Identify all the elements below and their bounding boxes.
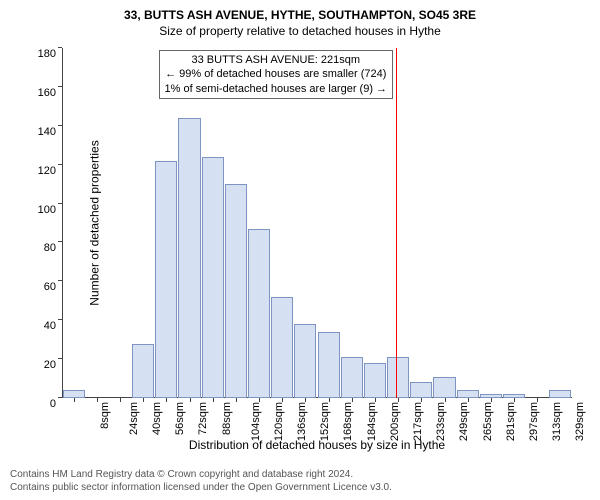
marker-line [396, 48, 397, 398]
x-tick-label: 40sqm [151, 402, 163, 435]
x-tick-label: 297sqm [528, 402, 540, 441]
x-tick-mark [375, 398, 376, 402]
x-tick-label: 249sqm [458, 402, 470, 441]
histogram-bar [271, 297, 293, 398]
histogram-bar [63, 390, 85, 398]
histogram-bar [225, 184, 247, 398]
histogram-bar [410, 382, 432, 398]
x-tick-label: 24sqm [128, 402, 140, 435]
y-tick-mark [58, 241, 62, 242]
histogram-bar [549, 390, 571, 398]
x-tick-mark [120, 398, 121, 402]
histogram-bar [433, 377, 455, 398]
x-tick-mark [352, 398, 353, 402]
x-tick-mark [491, 398, 492, 402]
histogram-bar [294, 324, 316, 398]
histogram-bar [341, 357, 363, 398]
y-tick-label: 140 [38, 126, 56, 138]
x-tick-mark [329, 398, 330, 402]
y-tick-label: 20 [44, 359, 56, 371]
histogram-bar [457, 390, 479, 398]
histogram-bar [364, 363, 386, 398]
footer-line-1: Contains HM Land Registry data © Crown c… [10, 468, 392, 481]
marker-info-line: ← 99% of detached houses are smaller (72… [165, 67, 388, 81]
histogram-bar [155, 161, 177, 398]
x-tick-label: 120sqm [273, 402, 285, 441]
y-tick-mark [58, 319, 62, 320]
x-tick-label: 152sqm [319, 402, 331, 441]
x-tick-mark [143, 398, 144, 402]
histogram-bar [387, 357, 409, 398]
y-tick-mark [58, 125, 62, 126]
y-tick-mark [58, 47, 62, 48]
x-tick-mark [514, 398, 515, 402]
x-tick-label: 281sqm [505, 402, 517, 441]
x-tick-mark [421, 398, 422, 402]
chart-title-main: 33, BUTTS ASH AVENUE, HYTHE, SOUTHAMPTON… [0, 0, 600, 22]
x-tick-label: 329sqm [574, 402, 586, 441]
footer-attribution: Contains HM Land Registry data © Crown c… [10, 468, 392, 494]
x-tick-label: 217sqm [412, 402, 424, 441]
x-tick-label: 313sqm [551, 402, 563, 441]
x-tick-mark [468, 398, 469, 402]
y-tick-mark [58, 280, 62, 281]
x-tick-mark [282, 398, 283, 402]
histogram-bar [202, 157, 224, 398]
y-tick-mark [58, 358, 62, 359]
x-tick-label: 8sqm [98, 402, 110, 429]
y-tick-label: 100 [38, 204, 56, 216]
x-tick-label: 200sqm [389, 402, 401, 441]
x-axis-label: Distribution of detached houses by size … [189, 438, 445, 452]
y-tick-mark [58, 203, 62, 204]
y-axis-label: Number of detached properties [88, 140, 102, 305]
x-tick-mark [305, 398, 306, 402]
y-tick-label: 120 [38, 165, 56, 177]
y-tick-label: 180 [38, 48, 56, 60]
marker-info-box: 33 BUTTS ASH AVENUE: 221sqm← 99% of deta… [159, 50, 394, 99]
y-tick-mark [58, 397, 62, 398]
x-tick-label: 168sqm [343, 402, 355, 441]
histogram-bar [248, 229, 270, 398]
x-tick-label: 56sqm [174, 402, 186, 435]
x-tick-mark [166, 398, 167, 402]
x-tick-label: 233sqm [435, 402, 447, 441]
x-tick-mark [213, 398, 214, 402]
x-tick-label: 88sqm [221, 402, 233, 435]
chart-title-sub: Size of property relative to detached ho… [0, 22, 600, 42]
x-tick-mark [398, 398, 399, 402]
y-tick-label: 40 [44, 320, 56, 332]
x-tick-mark [97, 398, 98, 402]
x-tick-mark [74, 398, 75, 402]
marker-info-line: 1% of semi-detached houses are larger (9… [165, 82, 388, 96]
histogram-bar [178, 118, 200, 398]
x-tick-label: 184sqm [366, 402, 378, 441]
x-tick-mark [537, 398, 538, 402]
y-tick-mark [58, 86, 62, 87]
y-tick-label: 60 [44, 281, 56, 293]
x-tick-mark [236, 398, 237, 402]
histogram-bar [318, 332, 340, 398]
y-tick-label: 0 [50, 398, 56, 410]
y-axis-line [62, 48, 63, 398]
x-tick-mark [190, 398, 191, 402]
y-tick-label: 80 [44, 242, 56, 254]
x-tick-label: 104sqm [250, 402, 262, 441]
chart-container: 0204060801001201401601808sqm24sqm40sqm56… [62, 48, 572, 398]
footer-line-2: Contains public sector information licen… [10, 481, 392, 494]
x-tick-label: 265sqm [482, 402, 494, 441]
y-tick-mark [58, 164, 62, 165]
x-tick-mark [259, 398, 260, 402]
marker-info-line: 33 BUTTS ASH AVENUE: 221sqm [165, 53, 388, 67]
x-tick-label: 136sqm [296, 402, 308, 441]
y-tick-label: 160 [38, 87, 56, 99]
plot-area: 0204060801001201401601808sqm24sqm40sqm56… [62, 48, 572, 398]
x-tick-mark [445, 398, 446, 402]
x-tick-label: 72sqm [197, 402, 209, 435]
histogram-bar [132, 344, 154, 398]
